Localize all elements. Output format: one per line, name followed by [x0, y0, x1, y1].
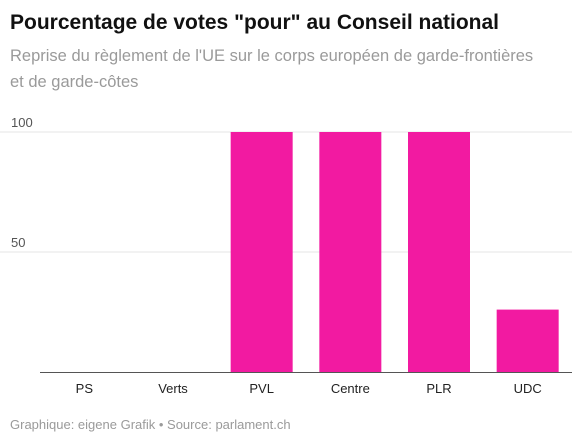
bar-udc: [496, 309, 559, 372]
bar-pvl: [230, 132, 293, 372]
source-footer: Graphique: eigene Grafik • Source: parla…: [10, 417, 291, 432]
y-tick-label: 100: [11, 115, 33, 130]
bar-centre: [319, 132, 382, 372]
x-tick-label: Verts: [158, 381, 188, 396]
axis-labels: 50 100 PS Verts PVL Centre PLR UDC: [11, 115, 542, 396]
bars: [230, 132, 559, 372]
chart-subtitle: Reprise du règlement de l'UE sur le corp…: [10, 47, 534, 91]
x-tick-label: PVL: [249, 381, 274, 396]
y-tick-label: 50: [11, 235, 25, 250]
bar-plr: [408, 132, 470, 372]
x-tick-label: PS: [76, 381, 94, 396]
chart-title: Pourcentage de votes "pour" au Conseil n…: [10, 11, 499, 34]
x-tick-label: PLR: [426, 381, 451, 396]
x-tick-label: Centre: [331, 381, 370, 396]
x-tick-label: UDC: [514, 381, 542, 396]
